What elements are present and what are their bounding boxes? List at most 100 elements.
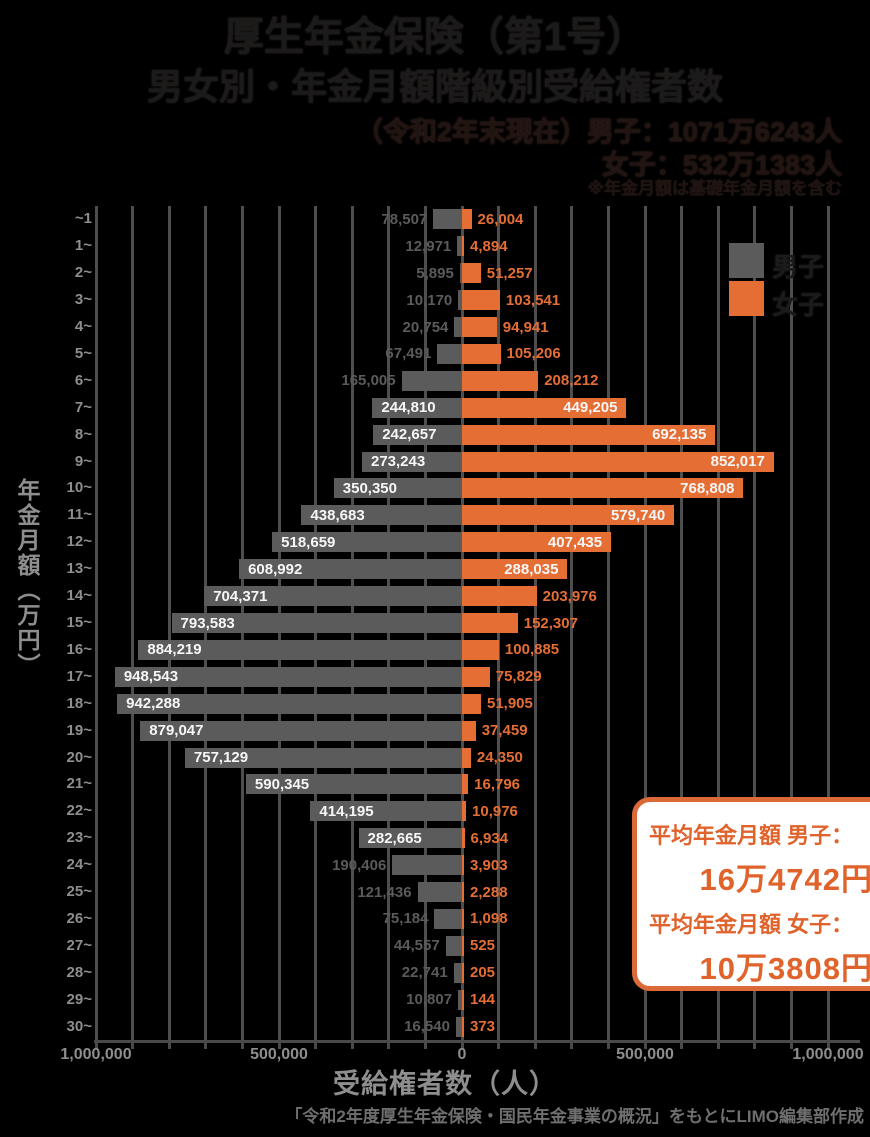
axis-tick [204, 1042, 208, 1049]
axis-tick [94, 1042, 98, 1049]
axis-tick [167, 1042, 171, 1049]
axis-tick [423, 1042, 427, 1049]
gridline [533, 206, 537, 1042]
bar-female-17~ [462, 666, 490, 687]
gridline [643, 206, 647, 1042]
bar-female-24~ [462, 855, 464, 876]
bar-label-female-29~: 144 [470, 991, 496, 1009]
bar-label-female-17~: 75,829 [495, 668, 542, 686]
bar-female-21~ [462, 774, 469, 795]
axis-tick [643, 1042, 647, 1049]
y-tick-label: 30~ [66, 1017, 92, 1035]
axis-tick [533, 1042, 537, 1049]
average-pension-box: 平均年金月額 男子： 16万4742円 平均年金月額 女子： 10万3808円 [632, 797, 870, 991]
y-tick-label: 2~ [74, 264, 92, 282]
bar-label-female-22~: 10,976 [472, 802, 518, 820]
bar-male-20~ [184, 747, 462, 768]
bar-female-10~ [462, 478, 744, 499]
bar-male-21~ [245, 774, 462, 795]
bar-female-12~ [462, 532, 612, 553]
bar-female-13~ [462, 559, 568, 580]
x-tick-label: 1,000,000 [60, 1046, 132, 1063]
bar-label-male-15~: 793,583 [180, 614, 235, 632]
bar-female-16~ [462, 639, 499, 660]
gridline [753, 206, 757, 1042]
bar-male-1~ [457, 236, 462, 257]
bar-male-8~ [373, 424, 462, 445]
bar-male-~1 [433, 209, 462, 230]
bar-label-male-7~: 244,810 [381, 399, 436, 417]
gridline [789, 206, 793, 1042]
bar-female-22~ [462, 801, 467, 822]
chart-title-line2: 男女別・年金月額階級別受給権者数 [146, 66, 723, 107]
bar-male-23~ [358, 828, 462, 849]
bar-label-female-4~: 94,941 [502, 318, 549, 336]
bar-label-female-3~: 103,541 [505, 291, 561, 309]
bar-label-male-2~: 5,895 [416, 264, 454, 282]
source-credit: 「令和2年度厚生年金保険・国民年金事業の概況」をもとにLIMO編集部作成 [285, 1107, 864, 1126]
bar-label-female-5~: 105,206 [506, 345, 561, 363]
y-tick-label: 17~ [66, 667, 92, 685]
bar-female-15~ [462, 613, 518, 633]
bar-label-male-14~: 704,371 [213, 587, 268, 605]
bar-male-7~ [372, 397, 462, 418]
axis-tick [497, 1042, 501, 1049]
bar-male-22~ [310, 801, 462, 822]
y-tick-label: 24~ [66, 856, 92, 874]
bar-label-male-16~: 884,219 [147, 641, 202, 659]
bar-label-male-13~: 608,992 [248, 560, 303, 578]
bar-male-30~ [455, 1016, 462, 1037]
bar-female-6~ [462, 370, 539, 391]
bar-male-28~ [453, 962, 462, 983]
bar-male-26~ [434, 908, 462, 929]
x-tick-label: 500,000 [616, 1046, 674, 1063]
axis-tick [826, 1042, 830, 1049]
bar-label-male-17~: 948,543 [123, 668, 179, 686]
bar-label-female-11~: 579,740 [610, 506, 666, 524]
axis-tick [314, 1042, 318, 1049]
bar-label-female-15~: 152,307 [523, 614, 578, 632]
chart-title-line1: 厚生年金保険（第1号） [223, 15, 647, 59]
y-axis-title: 年金月額（万円） [14, 478, 40, 678]
bar-male-24~ [392, 855, 462, 876]
bar-label-female-6~: 208,212 [544, 372, 599, 390]
bar-label-female-10~: 768,808 [680, 479, 735, 497]
subtitle-female-count: 女子：532万1383人 [601, 150, 842, 180]
bar-label-female-18~: 51,905 [486, 695, 533, 713]
y-tick-label: 8~ [74, 425, 92, 443]
y-tick-label: ~1 [74, 210, 92, 228]
axis-tick [277, 1042, 281, 1049]
bar-label-female-14~: 203,976 [542, 587, 597, 605]
gridline [570, 206, 574, 1042]
bar-female-5~ [462, 343, 501, 364]
bar-label-male-3~: 10,170 [406, 291, 453, 309]
bar-female-30~ [462, 1016, 464, 1037]
bar-female-7~ [462, 397, 627, 418]
bar-female-1~ [462, 236, 464, 257]
bar-label-female-24~: 3,903 [470, 856, 508, 874]
axis-tick [240, 1042, 244, 1049]
y-tick-label: 4~ [74, 318, 92, 336]
y-tick-label: 15~ [66, 614, 92, 631]
axis-tick [680, 1042, 684, 1049]
bar-female-29~ [462, 989, 464, 1010]
bar-label-male-26~: 75,184 [382, 910, 429, 928]
bar-label-male-25~: 121,436 [357, 883, 412, 901]
average-male-value: 16万4742円 [699, 862, 870, 897]
bar-label-male-5~: 67,491 [385, 345, 432, 363]
bar-label-male-21~: 590,345 [254, 775, 310, 793]
y-tick-label: 6~ [74, 371, 92, 389]
bar-label-male-28~: 22,741 [401, 964, 448, 982]
bar-female-11~ [462, 505, 675, 526]
y-tick-label: 16~ [66, 640, 92, 658]
y-tick-label: 14~ [66, 587, 92, 605]
y-tick-label: 28~ [66, 963, 92, 981]
bar-female-28~ [462, 962, 464, 983]
x-tick-label: 500,000 [250, 1046, 308, 1063]
bar-label-female-2~: 51,257 [486, 264, 533, 282]
axis-tick [606, 1042, 610, 1049]
y-tick-label: 20~ [66, 748, 92, 766]
bar-label-female-26~: 1,098 [470, 910, 508, 928]
y-tick-label: 22~ [66, 802, 92, 820]
